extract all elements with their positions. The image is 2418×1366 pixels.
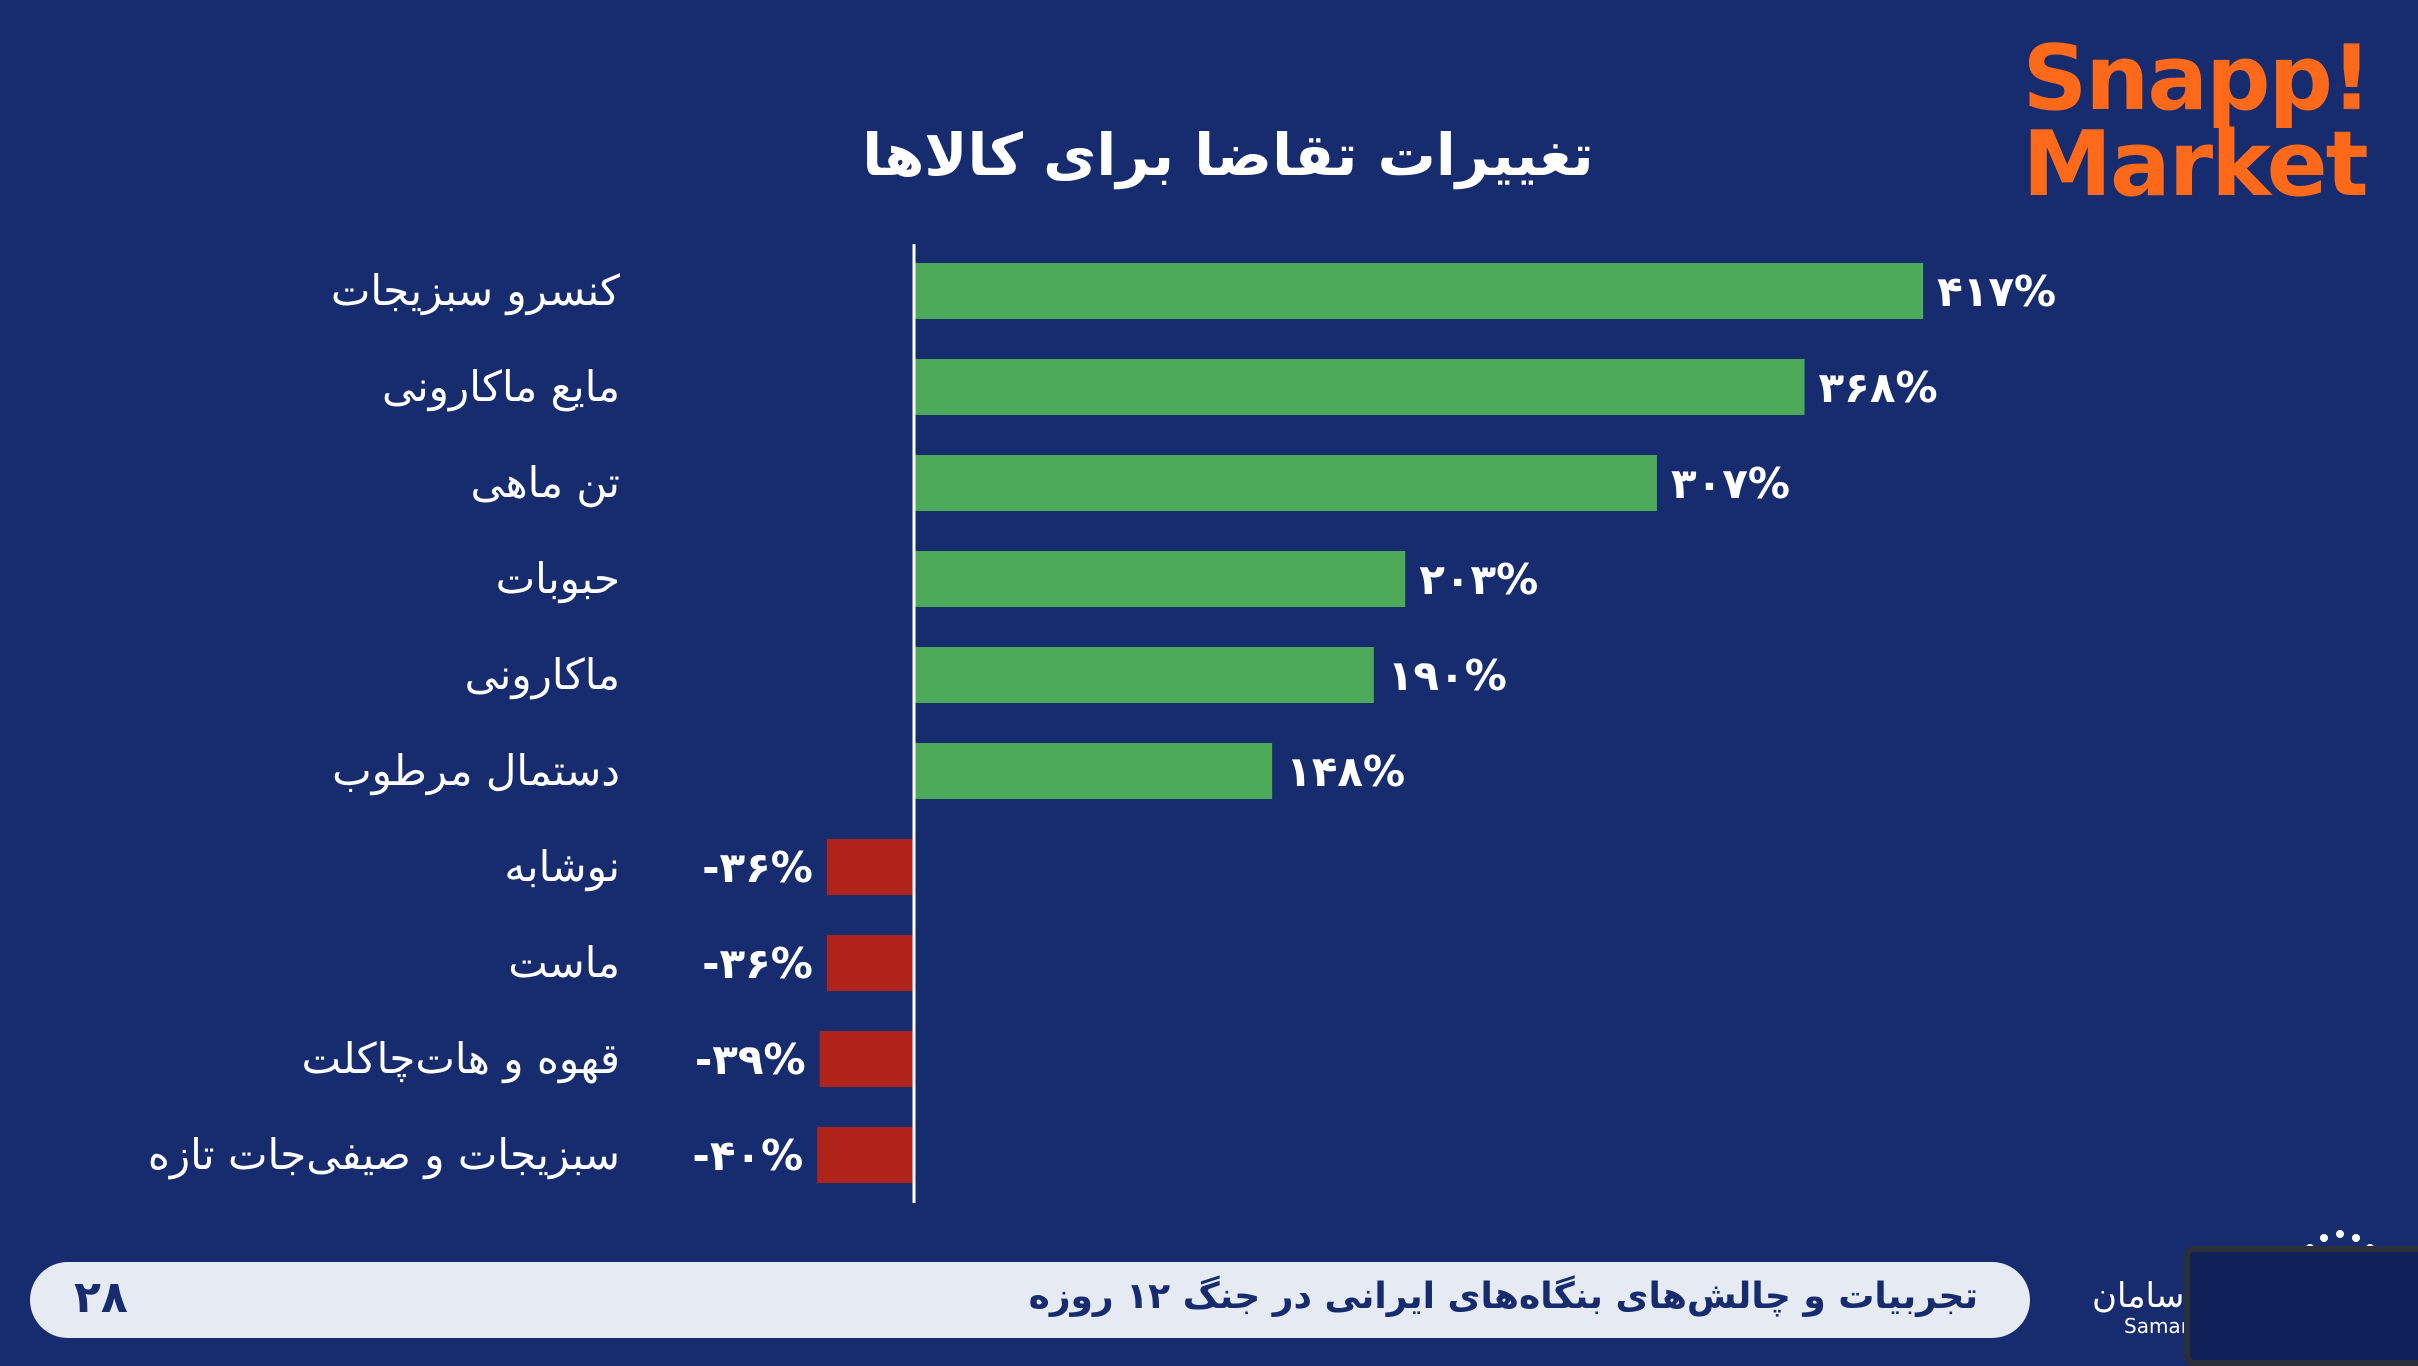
- snapp-market-logo: Snapp! Market: [2022, 26, 2372, 217]
- category-label-6: دستمال مرطوب: [332, 746, 620, 795]
- chart-title: تغییرات تقاضا برای کالاها: [862, 121, 1593, 190]
- bar-4: [914, 551, 1406, 607]
- value-labels-group: ۴۱۷% ۳۶۸% ۳۰۷% ۲۰۳% ۱۹۰% ۱۴۸% -۳۶% -۳۶% -۳۹% -۴۰%: [692, 267, 2056, 1180]
- value-label-4: ۲۰۳%: [1419, 555, 1538, 604]
- category-label-3: تن ماهی: [471, 458, 620, 507]
- bar-2: [914, 359, 1805, 415]
- category-label-9: قهوه و هات‌چاکلت: [301, 1034, 620, 1084]
- category-label-7: نوشابه: [504, 842, 620, 891]
- footer-bar: ۲۸ تجربیات و چالش‌های بنگاه‌های ایرانی د…: [30, 1262, 2030, 1338]
- value-label-2: ۳۶۸%: [1819, 363, 1938, 412]
- value-label-7: -۳۶%: [702, 843, 813, 892]
- bar-6: [914, 743, 1273, 799]
- value-label-5: ۱۹۰%: [1388, 651, 1507, 700]
- category-label-8: ماست: [508, 938, 620, 987]
- bar-5: [914, 647, 1374, 703]
- logo-line-1: Snapp!: [2022, 26, 2372, 131]
- presenter-thumbnail: [2184, 1246, 2418, 1366]
- value-label-6: ۱۴۸%: [1286, 747, 1405, 796]
- page-number: ۲۸: [74, 1272, 128, 1323]
- category-label-2: مایع ماکارونی: [382, 362, 620, 412]
- category-label-10: سبزیجات و صیفی‌جات تازه: [148, 1130, 620, 1179]
- logo-line-2: Market: [2022, 111, 2368, 217]
- brand-latin: Saman: [2124, 1314, 2194, 1338]
- bar-7: [826, 839, 914, 895]
- value-label-8: -۳۶%: [702, 939, 813, 988]
- category-label-4: حبوبات: [496, 554, 620, 603]
- bar-9: [819, 1031, 914, 1087]
- category-label-5: ماکارونی: [465, 650, 620, 699]
- bar-3: [914, 455, 1657, 511]
- brand-name: سامان: [2092, 1276, 2185, 1316]
- bar-10: [817, 1127, 914, 1183]
- value-label-10: -۴۰%: [692, 1131, 803, 1180]
- value-label-9: -۳۹%: [695, 1035, 806, 1084]
- demand-change-chart: تغییرات تقاضا برای کالاها ۴۱۷% ۳۶۸% ۳۰۷% ۲۰…: [148, 121, 2056, 1203]
- bar-1: [914, 263, 1924, 319]
- category-labels-group: کنسرو سبزیجات مایع ماکارونی تن ماهی حبوبات م…: [148, 266, 620, 1179]
- bar-8: [826, 935, 914, 991]
- footer-title: تجربیات و چالش‌های بنگاه‌های ایرانی در ج…: [1028, 1276, 1978, 1317]
- value-label-1: ۴۱۷%: [1937, 267, 2056, 316]
- category-label-1: کنسرو سبزیجات: [331, 266, 620, 315]
- bars-group: [817, 263, 1924, 1183]
- value-label-3: ۳۰۷%: [1671, 459, 1790, 508]
